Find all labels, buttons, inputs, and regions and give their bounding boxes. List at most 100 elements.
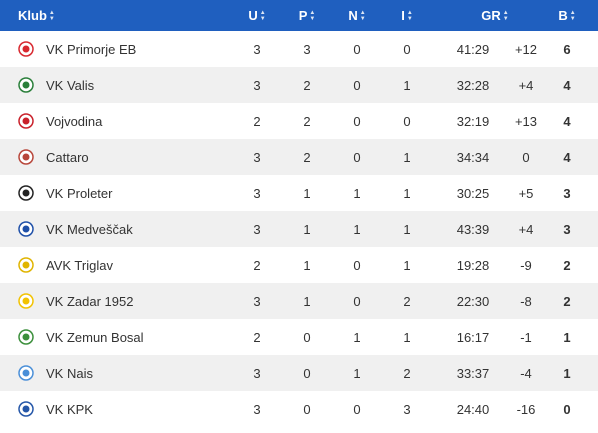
- table-row[interactable]: VK Proleter 3 1 1 1 30:25 +5 3: [0, 175, 598, 211]
- club-name[interactable]: VK Nais: [46, 365, 93, 381]
- wins-cell: 3: [303, 41, 311, 57]
- goals-cell: 41:29: [456, 41, 490, 57]
- goal-difference-cell: +4: [518, 221, 534, 237]
- table-row[interactable]: VK Zemun Bosal 2 0 1 1 16:17 -1 1: [0, 319, 598, 355]
- wins-cell: 1: [303, 257, 311, 273]
- table-row[interactable]: VK Medveščak 3 1 1 1 43:39 +4 3: [0, 211, 598, 247]
- club-cell[interactable]: Cattaro: [18, 139, 238, 175]
- table-row[interactable]: Cattaro 3 2 0 1 34:34 0 4: [0, 139, 598, 175]
- points-cell: 4: [563, 149, 571, 165]
- column-header-goals[interactable]: GR ▲ ▼: [470, 0, 520, 31]
- column-header-points[interactable]: B ▲ ▼: [553, 0, 581, 31]
- played-cell: 3: [253, 41, 261, 57]
- draws-cell: 0: [353, 401, 361, 417]
- column-header-played-label: U: [248, 8, 258, 23]
- column-header-draws[interactable]: N ▲ ▼: [343, 0, 371, 31]
- column-header-wins-label: P: [298, 8, 308, 23]
- column-header-draws-label: N: [348, 8, 358, 23]
- points-cell: 3: [563, 221, 571, 237]
- points-cell: 1: [563, 365, 571, 381]
- column-header-club-label: Klub: [18, 8, 47, 23]
- goal-difference-cell: +13: [514, 113, 538, 129]
- points-cell: 4: [563, 113, 571, 129]
- club-name[interactable]: VK Zemun Bosal: [46, 329, 144, 345]
- club-cell[interactable]: VK KPK: [18, 391, 238, 427]
- column-header-losses[interactable]: I ▲ ▼: [393, 0, 421, 31]
- club-name[interactable]: Cattaro: [46, 149, 89, 165]
- goal-difference-cell: -4: [520, 365, 532, 381]
- club-logo-icon: [18, 185, 34, 201]
- club-logo-icon: [18, 257, 34, 273]
- club-name[interactable]: VK Medveščak: [46, 221, 133, 237]
- table-row[interactable]: VK Zadar 1952 3 1 0 2 22:30 -8 2: [0, 283, 598, 319]
- played-cell: 3: [253, 401, 261, 417]
- club-cell[interactable]: VK Valis: [18, 67, 238, 103]
- sort-icon: ▲ ▼: [502, 9, 509, 22]
- losses-cell: 1: [403, 149, 411, 165]
- draws-cell: 0: [353, 257, 361, 273]
- club-cell[interactable]: VK Zemun Bosal: [18, 319, 238, 355]
- sort-icon: ▲ ▼: [48, 9, 55, 22]
- played-cell: 3: [253, 221, 261, 237]
- points-cell: 4: [563, 77, 571, 93]
- club-cell[interactable]: VK Zadar 1952: [18, 283, 238, 319]
- losses-cell: 2: [403, 293, 411, 309]
- table-row[interactable]: Vojvodina 2 2 0 0 32:19 +13 4: [0, 103, 598, 139]
- club-cell[interactable]: AVK Triglav: [18, 247, 238, 283]
- draws-cell: 0: [353, 149, 361, 165]
- club-cell[interactable]: VK Nais: [18, 355, 238, 391]
- table-row[interactable]: VK Nais 3 0 1 2 33:37 -4 1: [0, 355, 598, 391]
- goals-cell: 16:17: [456, 329, 490, 345]
- goal-difference-cell: 0: [522, 149, 530, 165]
- table-row[interactable]: VK Primorje EB 3 3 0 0 41:29 +12 6: [0, 31, 598, 67]
- club-name[interactable]: VK Valis: [46, 77, 95, 93]
- goals-cell: 19:28: [456, 257, 490, 273]
- table-body: VK Primorje EB 3 3 0 0 41:29 +12 6 VK Valis 3 2 0 1 3…: [0, 31, 598, 427]
- points-cell: 2: [563, 293, 571, 309]
- club-name[interactable]: VK KPK: [46, 401, 93, 417]
- goal-difference-cell: +5: [518, 185, 534, 201]
- sort-icon: ▲ ▼: [259, 9, 266, 22]
- column-header-club[interactable]: Klub ▲ ▼: [18, 0, 238, 31]
- draws-cell: 0: [353, 293, 361, 309]
- losses-cell: 1: [403, 185, 411, 201]
- goals-cell: 43:39: [456, 221, 490, 237]
- losses-cell: 0: [403, 41, 411, 57]
- draws-cell: 1: [353, 329, 361, 345]
- club-cell[interactable]: VK Medveščak: [18, 211, 238, 247]
- goals-cell: 32:28: [456, 77, 490, 93]
- losses-cell: 2: [403, 365, 411, 381]
- club-name[interactable]: VK Zadar 1952: [46, 293, 134, 309]
- club-logo-icon: [18, 77, 34, 93]
- table-row[interactable]: AVK Triglav 2 1 0 1 19:28 -9 2: [0, 247, 598, 283]
- club-cell[interactable]: VK Proleter: [18, 175, 238, 211]
- points-cell: 0: [563, 401, 571, 417]
- played-cell: 2: [253, 257, 261, 273]
- column-header-played[interactable]: U ▲ ▼: [243, 0, 271, 31]
- club-name[interactable]: VK Proleter: [46, 185, 113, 201]
- column-header-losses-label: I: [401, 8, 405, 23]
- column-header-points-label: B: [558, 8, 568, 23]
- sort-icon: ▲ ▼: [359, 9, 366, 22]
- column-header-wins[interactable]: P ▲ ▼: [293, 0, 321, 31]
- club-cell[interactable]: Vojvodina: [18, 103, 238, 139]
- played-cell: 2: [253, 113, 261, 129]
- table-row[interactable]: VK Valis 3 2 0 1 32:28 +4 4: [0, 67, 598, 103]
- goal-difference-cell: -9: [520, 257, 532, 273]
- club-name[interactable]: VK Primorje EB: [46, 41, 137, 57]
- sort-icon: ▲ ▼: [406, 9, 413, 22]
- wins-cell: 2: [303, 149, 311, 165]
- draws-cell: 1: [353, 221, 361, 237]
- goals-cell: 24:40: [456, 401, 490, 417]
- club-logo-icon: [18, 401, 34, 417]
- club-name[interactable]: AVK Triglav: [46, 257, 113, 273]
- club-logo-icon: [18, 41, 34, 57]
- goals-cell: 22:30: [456, 293, 490, 309]
- losses-cell: 3: [403, 401, 411, 417]
- goals-cell: 30:25: [456, 185, 490, 201]
- club-name[interactable]: Vojvodina: [46, 113, 103, 129]
- table-row[interactable]: VK KPK 3 0 0 3 24:40 -16 0: [0, 391, 598, 427]
- wins-cell: 1: [303, 293, 311, 309]
- club-cell[interactable]: VK Primorje EB: [18, 31, 238, 67]
- club-logo-icon: [18, 365, 34, 381]
